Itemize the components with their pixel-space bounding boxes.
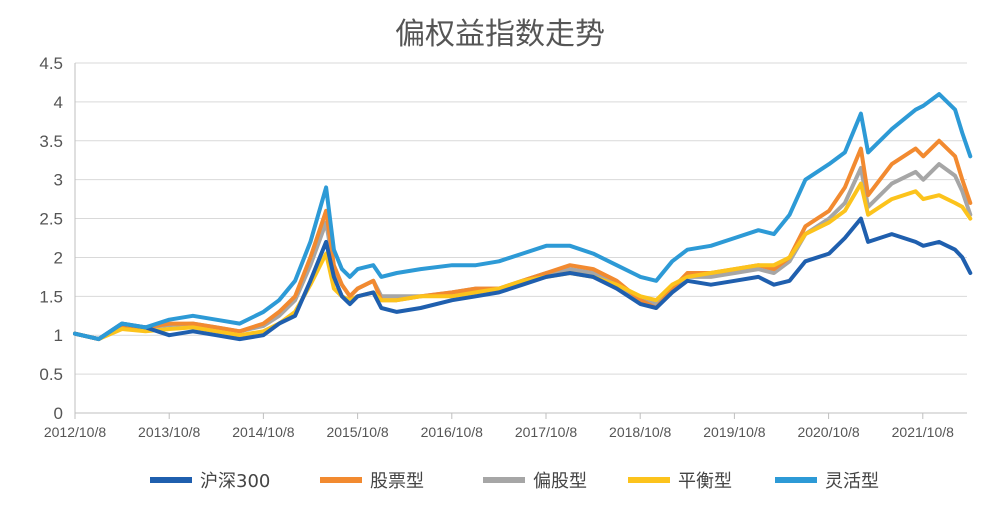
y-tick-label: 4.5 — [39, 54, 63, 73]
legend-label: 沪深300 — [200, 471, 270, 492]
x-tick-label: 2019/10/8 — [703, 424, 765, 440]
legend-label: 偏股型 — [533, 471, 587, 492]
legend-label: 股票型 — [370, 471, 424, 492]
x-tick-label: 2018/10/8 — [609, 424, 671, 440]
series-line-3 — [73, 181, 973, 342]
y-tick-label: 2.5 — [39, 210, 63, 229]
y-tick-label: 0.5 — [39, 365, 63, 384]
x-tick-label: 2016/10/8 — [421, 424, 483, 440]
series-line-0 — [73, 216, 973, 342]
axes: 0 0.5 1 1.5 2 2.5 3 3.5 4 4.5 2012/10/8 2013/10/8 20… — [39, 54, 967, 440]
legend-item: 偏股型 — [483, 471, 587, 492]
x-tick-label: 2020/10/8 — [797, 424, 859, 440]
y-tick-label: 2 — [54, 248, 63, 267]
x-tick-label: 2017/10/8 — [515, 424, 577, 440]
y-tick-label: 3 — [54, 171, 63, 190]
legend-item: 灵活型 — [775, 471, 879, 492]
y-tick-label: 1.5 — [39, 287, 63, 306]
legend-label: 灵活型 — [825, 471, 879, 492]
x-tick-label: 2013/10/8 — [138, 424, 200, 440]
y-tick-label: 1 — [54, 326, 63, 345]
y-tick-label: 3.5 — [39, 132, 63, 151]
series-line-1 — [73, 138, 973, 342]
y-tick-label: 4 — [54, 93, 63, 112]
x-tick-label: 2021/10/8 — [892, 424, 954, 440]
x-tick-label: 2014/10/8 — [232, 424, 294, 440]
y-tick-label: 0 — [54, 404, 63, 423]
x-tick-label: 2015/10/8 — [326, 424, 388, 440]
series-line-4 — [73, 92, 973, 342]
series-lines — [73, 92, 973, 342]
legend-label: 平衡型 — [678, 471, 732, 492]
legend: 沪深300 股票型 偏股型 平衡型 灵活型 — [150, 471, 879, 492]
legend-item: 平衡型 — [628, 471, 732, 492]
legend-item: 沪深300 — [150, 471, 270, 492]
chart-title: 偏权益指数走势 — [395, 17, 605, 52]
x-tick-label: 2012/10/8 — [44, 424, 106, 440]
legend-item: 股票型 — [320, 471, 424, 492]
